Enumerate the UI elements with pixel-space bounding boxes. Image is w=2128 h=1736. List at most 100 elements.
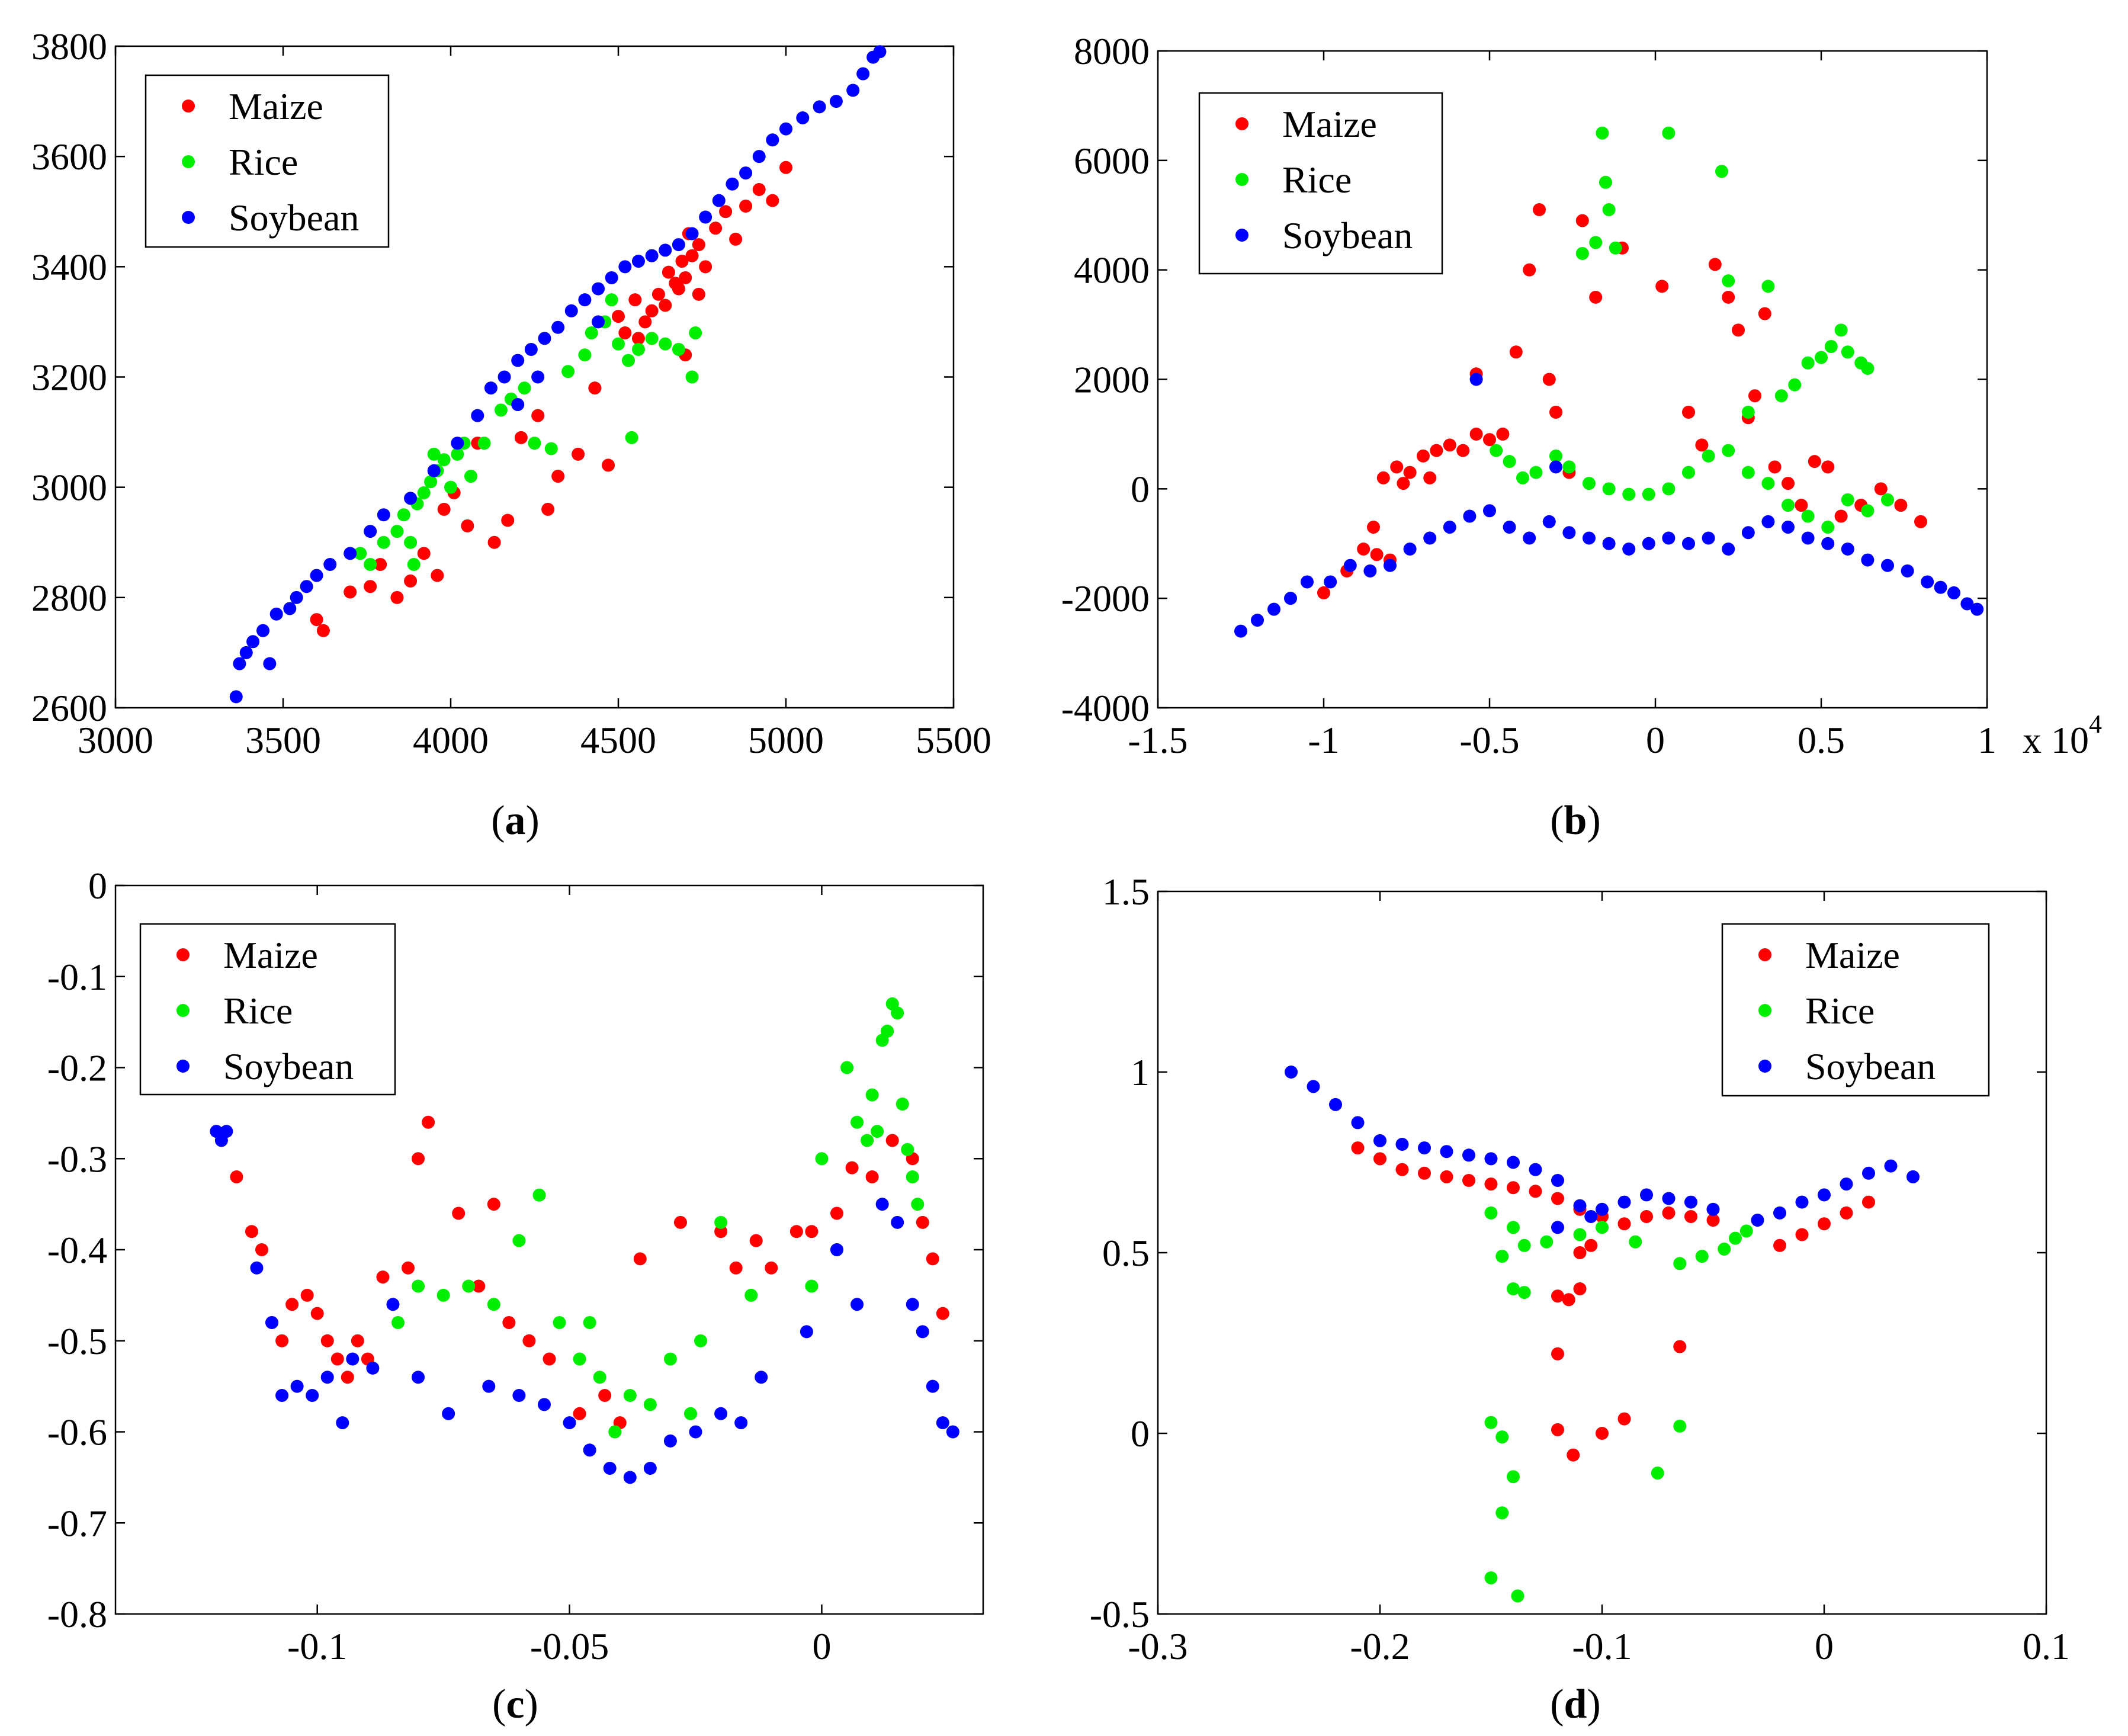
data-point-maize [766,194,779,207]
data-point-maize [452,1206,466,1220]
legend-label-soybean: Soybean [1282,214,1413,256]
y-tick-label: -0.1 [47,956,107,998]
legend-marker-maize [1235,117,1248,130]
y-tick-label: 1.5 [1102,871,1150,913]
data-point-maize [351,1334,364,1347]
legend: Maize Rice Soybean [145,74,390,248]
data-point-soybean [1463,509,1477,523]
data-point-rice [1695,1250,1709,1263]
data-point-rice [1484,1571,1498,1584]
y-tick-label: -4000 [1061,687,1150,729]
data-point-soybean [873,45,887,59]
x-tick-label: 4000 [413,719,489,761]
data-point-soybean [1443,521,1456,534]
x-tick-label: 0 [812,1625,831,1667]
data-point-soybean [850,1298,864,1311]
y-tick-label: -0.7 [47,1502,107,1544]
data-point-soybean [813,100,826,114]
data-point-soybean [643,1462,657,1475]
data-point-rice [1729,1231,1742,1245]
data-point-maize [1748,389,1761,403]
data-point-soybean [1301,575,1314,589]
data-point-soybean [1507,1156,1520,1169]
legend-marker-soybean [1758,1060,1771,1073]
data-point-rice [397,508,410,522]
caption-letter: b [1564,798,1587,843]
data-point-soybean [412,1371,425,1384]
y-tick-label: -0.5 [47,1320,107,1362]
data-point-maize [1708,258,1722,271]
y-tick-label: 0 [1131,1413,1150,1455]
data-point-rice [1788,378,1802,392]
caption-open: ( [1550,1682,1564,1727]
data-point-rice [906,1170,919,1183]
data-point-rice [1490,444,1503,457]
data-point-rice [612,337,625,351]
data-point-soybean [1440,1145,1453,1159]
data-point-rice [683,1407,697,1420]
caption-close: ) [525,1682,538,1727]
data-point-soybean [1529,1163,1542,1176]
x-tick-label: 0.5 [1798,719,1845,761]
legend-label-soybean: Soybean [229,197,359,239]
data-point-maize [1596,1427,1609,1440]
data-point-maize [1373,1152,1386,1166]
data-point-maize [739,199,753,213]
data-point-soybean [846,84,860,97]
data-point-rice [561,365,575,378]
data-point-soybean [1640,1188,1653,1202]
data-point-maize [1440,1170,1453,1183]
data-point-rice [1511,1589,1524,1603]
data-point-maize [1673,1340,1687,1353]
data-point-maize [699,260,712,274]
data-point-rice [1484,1416,1498,1429]
data-point-rice [1841,345,1854,359]
data-point-maize [1818,1217,1831,1231]
data-point-maize [1443,438,1456,452]
data-point-soybean [583,1443,596,1457]
caption-open: ( [491,798,505,843]
data-point-soybean [1840,1177,1853,1191]
data-point-soybean [246,635,260,649]
data-point-rice [462,1279,476,1293]
data-point-rice [512,1234,526,1247]
data-point-soybean [1462,1148,1475,1162]
data-point-soybean [1761,515,1775,528]
data-point-rice [451,447,464,461]
data-point-soybean [427,464,441,477]
data-point-maize [255,1243,269,1256]
data-point-maize [1706,1214,1720,1227]
data-point-rice [881,1025,894,1038]
data-point-rice [407,557,421,571]
data-point-rice [412,1279,425,1293]
y-tick-label: -0.2 [47,1047,107,1089]
data-point-soybean [364,525,377,538]
x-tick-label: -0.5 [1459,719,1519,761]
data-point-soybean [1795,1195,1809,1209]
data-point-soybean [1234,624,1247,638]
data-point-soybean [1884,1159,1898,1173]
data-point-soybean [1970,602,1984,616]
data-point-soybean [1662,531,1676,545]
legend-marker-soybean [1235,229,1248,242]
data-point-maize [1483,433,1496,447]
x-tick-label: -0.1 [287,1625,347,1667]
data-point-soybean [1484,1152,1498,1166]
data-point-soybean [344,547,357,560]
data-point-maize [1417,449,1430,463]
data-point-soybean [1921,575,1934,589]
data-point-rice [865,1088,879,1102]
data-point-maize [522,1334,536,1347]
data-point-soybean [712,194,726,207]
x-tick-label: 3500 [245,719,321,761]
data-point-maize [1684,1210,1697,1223]
data-point-rice [1517,1238,1531,1252]
data-point-maize [1529,1185,1542,1198]
data-point-soybean [283,602,297,615]
data-point-maize [638,315,652,329]
data-point-soybean [538,332,551,345]
data-point-soybean [1267,602,1280,616]
data-point-rice [1529,466,1543,479]
data-point-soybean [306,1389,319,1402]
data-point-rice [1715,165,1728,178]
